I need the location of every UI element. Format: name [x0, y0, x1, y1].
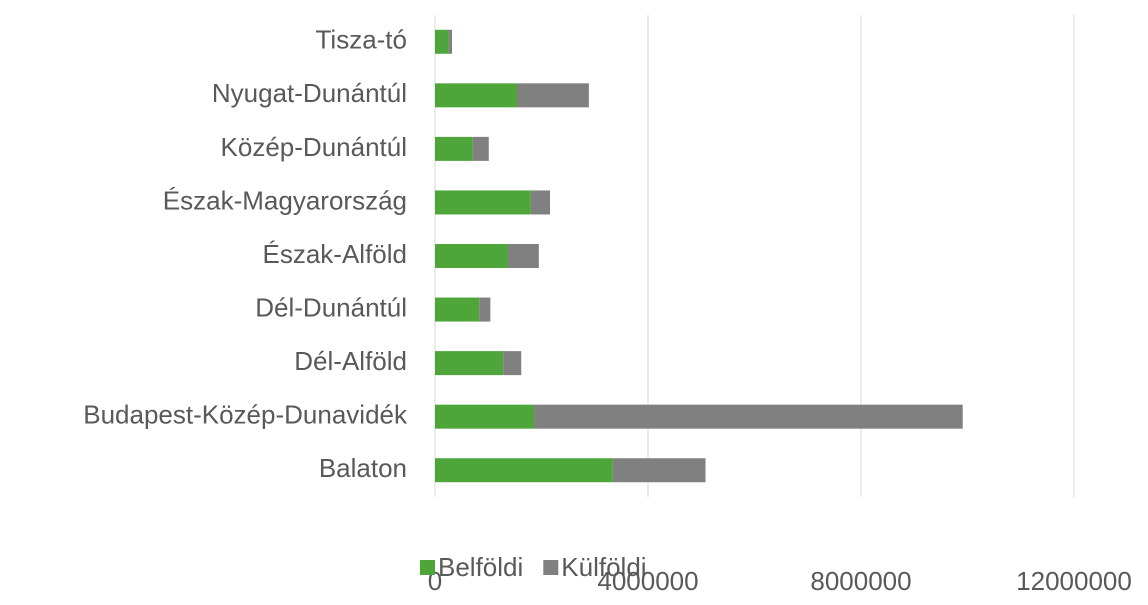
bar	[534, 404, 963, 429]
bar	[435, 458, 613, 483]
y-tick-label: Észak-Alföld	[263, 239, 408, 269]
y-tick-label: Balaton	[319, 453, 407, 483]
x-tick-label: 4000000	[597, 566, 698, 596]
bar	[507, 244, 539, 268]
legend-swatch	[420, 560, 435, 575]
bar	[435, 29, 449, 54]
y-tick-label: Dél-Dunántúl	[255, 292, 407, 322]
y-tick-label: Dél-Alföld	[294, 346, 407, 376]
bar	[435, 297, 480, 322]
bar	[530, 190, 551, 215]
bar	[435, 136, 473, 161]
y-tick-label: Észak-Magyarország	[163, 185, 407, 215]
bar	[472, 136, 489, 161]
bar	[479, 297, 491, 322]
bar	[435, 190, 531, 215]
bar	[448, 29, 453, 54]
x-tick-label: 12000000	[1016, 566, 1132, 596]
y-tick-label: Budapest-Közép-Dunavidék	[83, 400, 408, 430]
x-tick-label: 8000000	[810, 566, 911, 596]
bar	[435, 244, 508, 268]
legend-label: Belföldi	[438, 552, 523, 582]
bar	[435, 351, 504, 376]
legend-label: Külföldi	[561, 552, 646, 582]
bar	[612, 458, 706, 483]
bar	[503, 351, 522, 376]
bar	[435, 83, 518, 108]
y-tick-label: Nyugat-Dunántúl	[212, 78, 407, 108]
bar	[435, 404, 535, 429]
y-tick-label: Közép-Dunántúl	[221, 132, 407, 162]
bar	[517, 83, 589, 108]
legend-swatch	[543, 560, 559, 575]
y-tick-label: Tisza-tó	[316, 25, 408, 55]
